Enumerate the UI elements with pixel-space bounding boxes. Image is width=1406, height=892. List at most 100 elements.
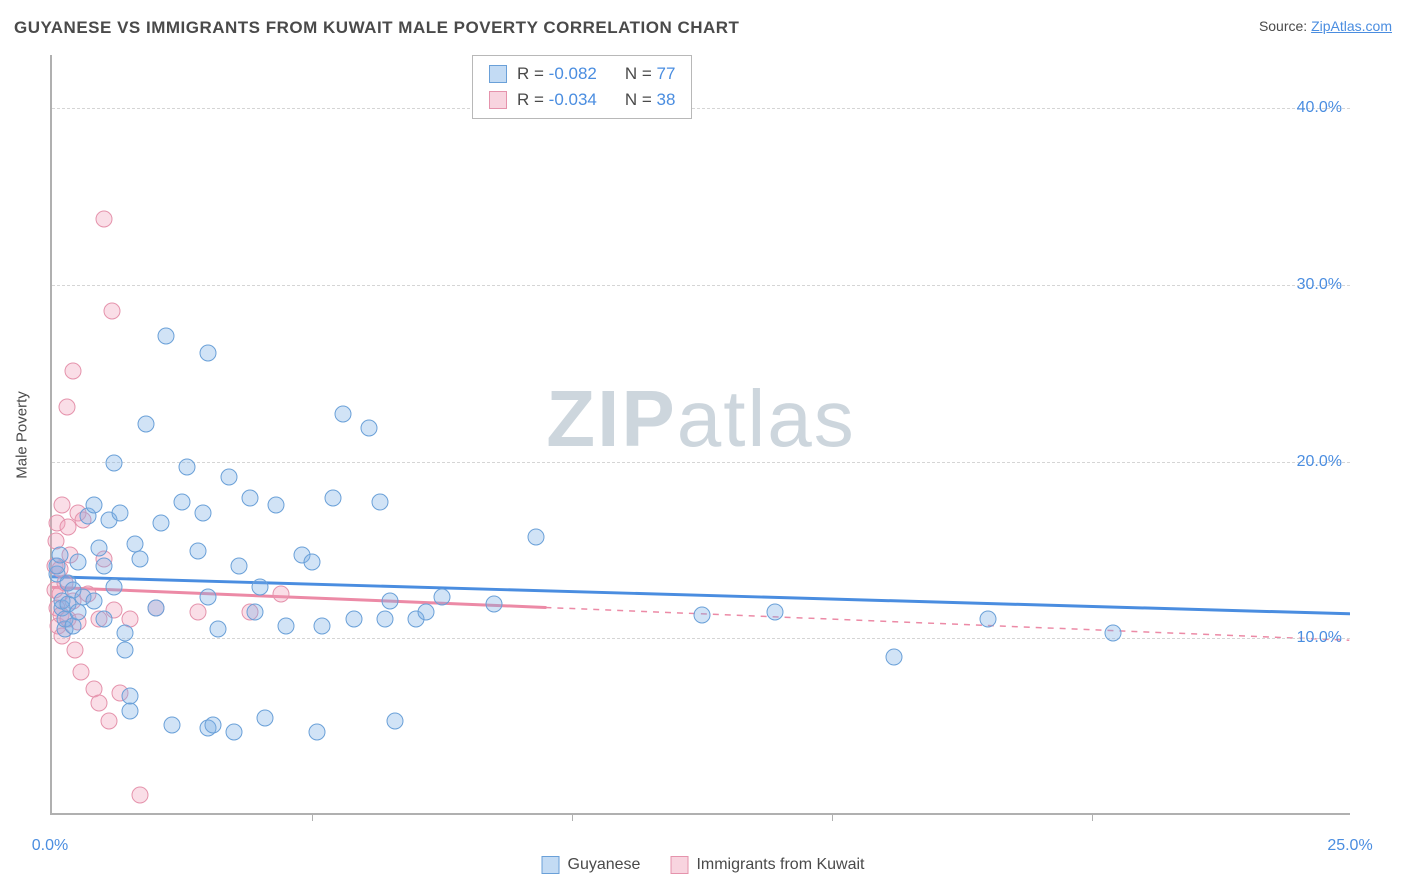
data-point [158, 327, 175, 344]
data-point [314, 617, 331, 634]
data-point [51, 546, 68, 563]
data-point [101, 713, 118, 730]
data-point [246, 603, 263, 620]
legend-item: Immigrants from Kuwait [670, 856, 864, 874]
x-tick [1092, 813, 1093, 821]
x-tick [572, 813, 573, 821]
data-point [96, 557, 113, 574]
data-point [67, 642, 84, 659]
legend-correlation: R = -0.082 N = 77 R = -0.034 N = 38 [472, 55, 692, 119]
data-point [205, 716, 222, 733]
data-point [189, 543, 206, 560]
legend-swatch-pink [489, 91, 507, 109]
data-point [132, 787, 149, 804]
y-tick-label: 40.0% [1297, 99, 1342, 117]
data-point [382, 592, 399, 609]
data-point [371, 493, 388, 510]
data-point [96, 610, 113, 627]
data-point [324, 490, 341, 507]
source-label: Source: [1259, 18, 1307, 34]
legend-swatch-pink [670, 856, 688, 874]
plot-area: ZIPatlas R = -0.082 N = 77 R = -0.034 N … [50, 55, 1350, 815]
gridline [52, 285, 1350, 286]
watermark: ZIPatlas [546, 373, 855, 465]
y-tick-label: 10.0% [1297, 629, 1342, 647]
x-tick [832, 813, 833, 821]
source-link[interactable]: ZipAtlas.com [1311, 18, 1392, 34]
data-point [106, 455, 123, 472]
data-point [766, 603, 783, 620]
data-point [96, 211, 113, 228]
legend-label: Immigrants from Kuwait [696, 856, 864, 874]
gridline [52, 638, 1350, 639]
trend-lines [52, 55, 1350, 813]
data-point [174, 493, 191, 510]
data-point [148, 599, 165, 616]
data-point [231, 557, 248, 574]
legend-label: Guyanese [568, 856, 641, 874]
legend-series: Guyanese Immigrants from Kuwait [542, 856, 865, 874]
data-point [335, 405, 352, 422]
data-point [122, 688, 139, 705]
y-tick-label: 20.0% [1297, 453, 1342, 471]
data-point [116, 624, 133, 641]
data-point [103, 303, 120, 320]
legend-n-label: N = 38 [625, 87, 676, 113]
data-point [694, 607, 711, 624]
y-axis-label: Male Poverty [14, 391, 31, 479]
data-point [132, 550, 149, 567]
data-point [486, 596, 503, 613]
gridline [52, 108, 1350, 109]
data-point [387, 713, 404, 730]
data-point [210, 621, 227, 638]
data-point [200, 589, 217, 606]
legend-row: R = -0.082 N = 77 [489, 61, 675, 87]
data-point [220, 469, 237, 486]
data-point [980, 610, 997, 627]
data-point [179, 458, 196, 475]
legend-r-label: R = -0.082 [517, 61, 597, 87]
data-point [163, 716, 180, 733]
data-point [345, 610, 362, 627]
data-point [90, 539, 107, 556]
data-point [304, 554, 321, 571]
data-point [200, 345, 217, 362]
data-point [278, 617, 295, 634]
x-tick [312, 813, 313, 821]
data-point [272, 585, 289, 602]
x-tick-label: 0.0% [32, 837, 68, 855]
data-point [85, 497, 102, 514]
data-point [376, 610, 393, 627]
data-point [252, 578, 269, 595]
data-point [1104, 624, 1121, 641]
legend-swatch-blue [489, 65, 507, 83]
x-tick-label: 25.0% [1327, 837, 1372, 855]
data-point [116, 642, 133, 659]
data-point [111, 504, 128, 521]
y-tick-label: 30.0% [1297, 276, 1342, 294]
data-point [70, 554, 87, 571]
legend-r-label: R = -0.034 [517, 87, 597, 113]
data-point [434, 589, 451, 606]
data-point [241, 490, 258, 507]
data-point [527, 529, 544, 546]
data-point [64, 363, 81, 380]
legend-row: R = -0.034 N = 38 [489, 87, 675, 113]
data-point [90, 695, 107, 712]
data-point [59, 518, 76, 535]
data-point [194, 504, 211, 521]
gridline [52, 462, 1350, 463]
data-point [189, 603, 206, 620]
data-point [137, 416, 154, 433]
data-point [54, 497, 71, 514]
chart-title: GUYANESE VS IMMIGRANTS FROM KUWAIT MALE … [14, 18, 739, 38]
data-point [85, 592, 102, 609]
data-point [153, 515, 170, 532]
legend-n-label: N = 77 [625, 61, 676, 87]
data-point [418, 603, 435, 620]
data-point [72, 663, 89, 680]
data-point [226, 723, 243, 740]
data-point [58, 398, 75, 415]
data-point [267, 497, 284, 514]
legend-swatch-blue [542, 856, 560, 874]
